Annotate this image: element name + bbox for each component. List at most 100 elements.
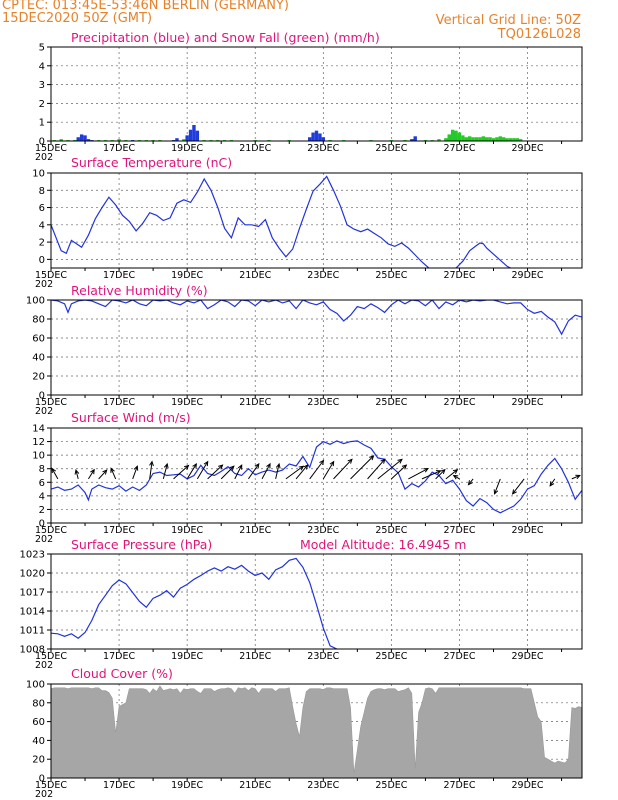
y-tick-label: 20	[32, 372, 45, 383]
wind-arrow-head	[329, 460, 335, 467]
bar-green	[59, 139, 63, 141]
wind-arrow-head	[401, 464, 408, 470]
wind-arrow	[51, 468, 59, 480]
bar-green	[450, 129, 455, 141]
x-tick-label: 27DEC	[443, 397, 475, 408]
wind-arrow	[275, 463, 280, 480]
panel-rh: 0 20 40 60 80 100 15DEC 17DEC 19DEC 21DEC 23DEC 25D…	[26, 283, 583, 417]
x-tick-label: 17DEC	[103, 270, 135, 281]
bar-blue	[307, 137, 312, 141]
wind-arrows	[51, 455, 581, 495]
wind-arrow-head	[237, 464, 243, 470]
wind-arrow-head	[452, 468, 459, 474]
bar-green	[491, 138, 496, 141]
bar-green	[505, 138, 509, 141]
x-year-label: 202	[35, 534, 53, 545]
bar-green	[519, 139, 523, 141]
bar-blue	[314, 130, 319, 141]
panel-frame	[50, 553, 583, 650]
x-tick-label: 19DEC	[171, 143, 203, 154]
wind-arrow-head	[149, 460, 154, 467]
y-tick-label: 40	[32, 736, 45, 747]
y-tick-label: 100	[26, 296, 45, 307]
wind-arrow	[261, 463, 271, 480]
y-tick-label: 0	[39, 519, 45, 530]
y-tick-label: 60	[32, 334, 45, 345]
bar-green	[471, 137, 475, 141]
wind-arrow	[367, 459, 386, 480]
wind-arrow	[377, 458, 403, 480]
x-tick-label: 15DEC	[35, 143, 67, 154]
wind-arrow-head	[347, 458, 353, 464]
wind-arrow-head	[90, 468, 95, 475]
wind-arrow-head	[452, 474, 459, 480]
model-altitude-label: Model Altitude: 16.4945 m	[300, 537, 466, 552]
wind-arrow	[435, 469, 446, 480]
y-tick-label: 80	[32, 315, 45, 326]
plot-area	[51, 557, 338, 649]
y-tick-label: 20	[32, 755, 45, 766]
plot-area	[51, 300, 582, 336]
x-tick-label: 15DEC	[35, 651, 67, 662]
y-tick-label: 0	[39, 255, 45, 266]
x-tick-label: 17DEC	[103, 780, 135, 791]
wind-arrow	[309, 460, 324, 480]
wind-arrow	[468, 478, 474, 485]
bar-green	[495, 137, 499, 141]
y-tick-label: 1023	[20, 550, 45, 561]
x-tick-label: 15DEC	[35, 270, 67, 281]
y-tick-label: 0	[39, 391, 45, 402]
panel-temp: 0 2 4 6 8 10 15DEC 17DEC 19DEC 21DEC 23DEC 25DEC 27D…	[32, 155, 583, 290]
x-tick-label: 23DEC	[307, 525, 339, 536]
y-tick-label: 2	[39, 505, 45, 516]
panel-frame	[50, 427, 583, 524]
wind-arrow	[162, 463, 168, 480]
bar-green	[117, 139, 121, 141]
wind-arrow	[207, 464, 223, 480]
x-tick-label: 29DEC	[512, 270, 544, 281]
x-tick-label: 21DEC	[239, 397, 271, 408]
x-tick-label: 25DEC	[375, 525, 407, 536]
wind-arrow	[571, 474, 581, 480]
x-tick-label: 15DEC	[35, 525, 67, 536]
header-run-date: 15DEC2020 50Z (GMT)	[2, 11, 153, 26]
bar-green	[474, 137, 479, 141]
y-tick-label: 4	[39, 220, 45, 231]
wind-arrow-head	[133, 465, 139, 471]
y-tick-label: 6	[39, 478, 45, 489]
panel-frame	[50, 172, 583, 269]
x-tick-label: 21DEC	[239, 270, 271, 281]
x-tick-label: 25DEC	[375, 651, 407, 662]
wind-arrow-head	[74, 469, 80, 475]
x-tick-label: 27DEC	[443, 270, 475, 281]
y-tick-label: 5	[39, 43, 45, 54]
wind-arrow-head	[549, 481, 555, 487]
y-tick-label: 12	[32, 437, 45, 448]
wind-arrow	[196, 461, 209, 480]
wind-arrow-head	[192, 462, 197, 469]
wind-arrow-head	[319, 459, 325, 466]
bar-green	[484, 137, 489, 141]
plot-area	[51, 440, 582, 514]
y-tick-label: 1011	[20, 626, 45, 637]
bar-blue	[410, 139, 414, 141]
wind-arrow	[149, 461, 153, 479]
x-tick-label: 25DEC	[375, 143, 407, 154]
wind-arrow-head	[184, 464, 190, 470]
y-tick-label: 0	[39, 137, 45, 148]
x-tick-label: 21DEC	[239, 525, 271, 536]
x-year-label: 202	[35, 789, 53, 800]
wind-arrow-head	[369, 455, 375, 461]
wind-arrow	[408, 468, 429, 480]
wind-arrow	[75, 470, 79, 480]
bar-green	[498, 136, 503, 141]
wind-arrow	[333, 459, 353, 480]
x-year-label: 202	[35, 406, 53, 417]
wind-arrow-head	[275, 462, 281, 469]
bar-green	[182, 139, 186, 141]
x-tick-label: 19DEC	[171, 525, 203, 536]
bar-green	[467, 136, 472, 141]
series-line	[51, 557, 338, 649]
x-tick-label: 17DEC	[103, 397, 135, 408]
